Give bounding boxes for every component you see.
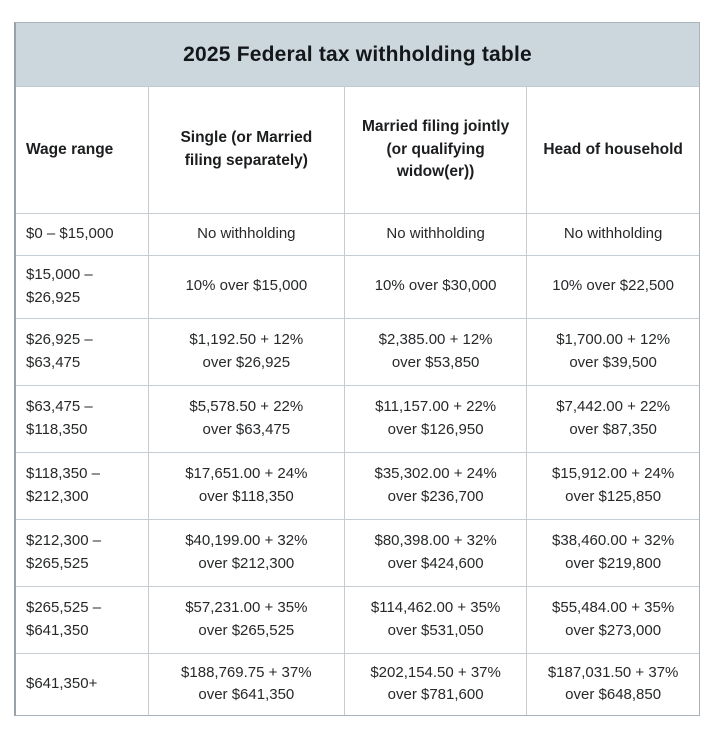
table-row: $26,925 – $63,475 $1,192.50 + 12% over $…	[16, 317, 699, 386]
cell-married-jointly: $80,398.00 + 32% over $424,600	[343, 518, 528, 587]
cell-wage-range: $118,350 – $212,300	[16, 451, 149, 520]
withholding-table: Wage range Single (or Married filing sep…	[16, 87, 699, 715]
cell-wage-range: $0 – $15,000	[16, 212, 149, 256]
cell-single: $17,651.00 + 24% over $118,350	[147, 451, 345, 520]
cell-head-of-household: 10% over $22,500	[526, 254, 699, 319]
table-row: $118,350 – $212,300 $17,651.00 + 24% ove…	[16, 451, 699, 520]
cell-married-jointly: 10% over $30,000	[343, 254, 528, 319]
cell-wage-range: $265,525 – $641,350	[16, 585, 149, 654]
cell-single: No withholding	[147, 212, 345, 256]
cell-head-of-household: $15,912.00 + 24% over $125,850	[526, 451, 699, 520]
header-married-jointly: Married filing jointly (or qualifying wi…	[343, 87, 528, 214]
cell-single: $5,578.50 + 22% over $63,475	[147, 384, 345, 453]
cell-head-of-household: $7,442.00 + 22% over $87,350	[526, 384, 699, 453]
table-row: $63,475 – $118,350 $5,578.50 + 22% over …	[16, 384, 699, 453]
table-row: $0 – $15,000 No withholding No withholdi…	[16, 212, 699, 256]
table-row: $212,300 – $265,525 $40,199.00 + 32% ove…	[16, 518, 699, 587]
cell-wage-range: $641,350+	[16, 652, 149, 715]
cell-wage-range: $26,925 – $63,475	[16, 317, 149, 386]
cell-single: $40,199.00 + 32% over $212,300	[147, 518, 345, 587]
header-head-of-household: Head of household	[526, 87, 699, 214]
cell-wage-range: $15,000 – $26,925	[16, 254, 149, 319]
cell-married-jointly: $114,462.00 + 35% over $531,050	[343, 585, 528, 654]
cell-single: 10% over $15,000	[147, 254, 345, 319]
cell-head-of-household: $38,460.00 + 32% over $219,800	[526, 518, 699, 587]
cell-married-jointly: $35,302.00 + 24% over $236,700	[343, 451, 528, 520]
cell-single: $188,769.75 + 37% over $641,350	[147, 652, 345, 715]
cell-married-jointly: No withholding	[343, 212, 528, 256]
cell-wage-range: $63,475 – $118,350	[16, 384, 149, 453]
cell-single: $1,192.50 + 12% over $26,925	[147, 317, 345, 386]
cell-head-of-household: $187,031.50 + 37% over $648,850	[526, 652, 699, 715]
table-row: $15,000 – $26,925 10% over $15,000 10% o…	[16, 254, 699, 319]
cell-head-of-household: $55,484.00 + 35% over $273,000	[526, 585, 699, 654]
cell-head-of-household: No withholding	[526, 212, 699, 256]
cell-head-of-household: $1,700.00 + 12% over $39,500	[526, 317, 699, 386]
cell-married-jointly: $2,385.00 + 12% over $53,850	[343, 317, 528, 386]
cell-wage-range: $212,300 – $265,525	[16, 518, 149, 587]
cell-married-jointly: $11,157.00 + 22% over $126,950	[343, 384, 528, 453]
table-row: $641,350+ $188,769.75 + 37% over $641,35…	[16, 652, 699, 715]
header-single: Single (or Married filing separately)	[147, 87, 345, 214]
cell-married-jointly: $202,154.50 + 37% over $781,600	[343, 652, 528, 715]
header-row: Wage range Single (or Married filing sep…	[16, 87, 699, 214]
header-wage-range: Wage range	[16, 87, 149, 214]
table-title: 2025 Federal tax withholding table	[16, 23, 699, 87]
cell-single: $57,231.00 + 35% over $265,525	[147, 585, 345, 654]
table-row: $265,525 – $641,350 $57,231.00 + 35% ove…	[16, 585, 699, 654]
tax-table-card: 2025 Federal tax withholding table Wage …	[14, 22, 700, 716]
